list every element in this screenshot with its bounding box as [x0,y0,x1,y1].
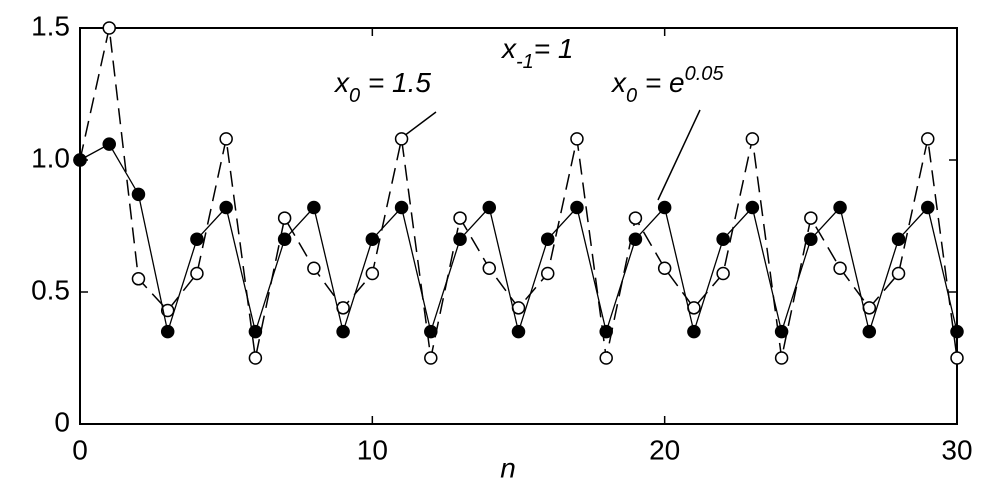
data-point [482,261,497,275]
annotation-rest: = 1.5 [360,67,431,98]
annotation: x0 = 1.5 [333,67,431,107]
data-point [833,200,847,215]
annotation: x0 = e0.05 [610,63,724,107]
data-point [745,132,760,146]
annotation-sub: -1 [516,51,534,73]
data-point [424,351,438,365]
data-point [307,261,321,275]
x-tick-label: 0 [72,434,88,465]
data-point [774,351,789,365]
data-point [570,132,584,146]
data-point [921,200,935,215]
data-point [950,351,964,365]
data-point [628,232,643,246]
x-tick-label: 30 [941,434,972,465]
data-point [891,232,906,246]
data-point [453,232,467,246]
data-point [511,324,526,339]
y-tick-label: 1.0 [31,142,70,173]
x-tick-label: 10 [357,434,388,465]
data-point [190,266,204,281]
data-point [804,232,818,246]
data-point [687,324,701,339]
data-point [891,266,906,281]
data-point [336,324,350,339]
data-point [570,200,584,215]
annotation-rest: = 1 [534,33,574,64]
data-point [73,153,87,167]
annotation-base: x [610,67,627,98]
data-point [599,351,613,365]
data-point [540,232,555,246]
data-point [774,324,789,339]
annotation-sub: 0 [626,85,637,107]
annotation-sub: 0 [349,85,360,107]
data-point [804,211,818,225]
data-point [160,324,175,339]
data-point [248,324,263,339]
x-tick-label: 20 [649,434,680,465]
data-point [862,324,877,339]
data-point [657,261,672,275]
data-point [219,200,233,215]
y-tick-label: 0.5 [31,274,70,305]
data-point [424,324,438,339]
data-point [219,132,233,146]
data-point [277,232,292,246]
data-point [921,132,935,146]
data-point [950,324,964,339]
plot-frame [79,27,958,425]
data-point [394,132,409,146]
data-point [248,351,263,365]
data-point [365,266,380,281]
data-point [131,187,146,202]
data-point [102,137,116,151]
data-point [833,261,847,275]
annotation: x-1= 1 [500,33,574,73]
y-tick-label: 0 [54,406,70,437]
leader-line [657,109,701,201]
data-point [394,200,409,215]
data-point [131,272,146,286]
data-point [453,211,467,225]
data-point [277,211,292,225]
data-point [628,211,643,225]
data-point [716,232,730,246]
y-tick-label: 1.5 [31,10,70,41]
annotation-base: x [500,33,517,64]
data-point [540,266,555,281]
data-point [745,200,760,215]
data-point [716,266,730,281]
data-point [482,200,497,215]
data-point [599,324,613,339]
data-point [307,200,321,215]
data-point [160,303,175,318]
annotation-sup: 0.05 [685,63,725,85]
annotation-rest: = e [637,67,684,98]
annotation-base: x [333,67,350,98]
data-point [102,21,116,35]
x-axis-label: n [500,452,516,483]
data-point [190,232,204,246]
data-point [657,200,672,215]
data-point [365,232,380,246]
